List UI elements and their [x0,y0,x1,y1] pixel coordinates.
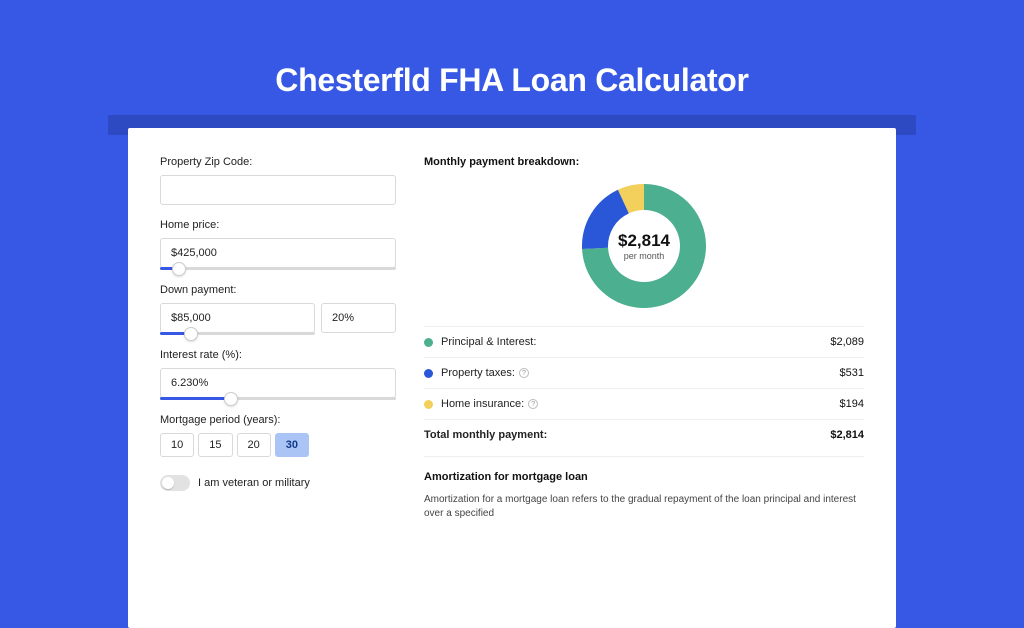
interest-label: Interest rate (%): [160,349,396,361]
down-payment-slider[interactable] [160,332,315,335]
down-payment-input[interactable] [160,303,315,333]
home-price-field: Home price: [160,219,396,270]
breakdown-row: Property taxes: ?$531 [424,357,864,388]
interest-input[interactable] [160,368,396,398]
amortization-text: Amortization for a mortgage loan refers … [424,493,864,521]
down-payment-pct-input[interactable] [321,303,396,333]
period-option-15[interactable]: 15 [198,433,232,457]
breakdown-row: Principal & Interest:$2,089 [424,326,864,357]
breakdown-value: $531 [840,367,864,379]
total-value: $2,814 [830,429,864,441]
period-option-10[interactable]: 10 [160,433,194,457]
breakdown-column: Monthly payment breakdown: $2,814 per mo… [424,156,864,521]
home-price-input[interactable] [160,238,396,268]
breakdown-label: Property taxes: ? [441,367,840,379]
donut-sub: per month [624,251,665,261]
zip-field: Property Zip Code: [160,156,396,205]
legend-dot [424,369,433,378]
period-option-30[interactable]: 30 [275,433,309,457]
veteran-row: I am veteran or military [160,475,396,491]
info-icon[interactable]: ? [519,368,529,378]
period-field: Mortgage period (years): 10152030 [160,414,396,457]
donut-chart: $2,814 per month [582,184,706,308]
amortization-title: Amortization for mortgage loan [424,471,864,483]
total-row: Total monthly payment: $2,814 [424,419,864,450]
breakdown-value: $2,089 [830,336,864,348]
interest-field: Interest rate (%): [160,349,396,400]
donut-center: $2,814 per month [582,184,706,308]
zip-label: Property Zip Code: [160,156,396,168]
legend-dot [424,338,433,347]
down-payment-label: Down payment: [160,284,396,296]
zip-input[interactable] [160,175,396,205]
breakdown-label: Home insurance: ? [441,398,840,410]
veteran-toggle[interactable] [160,475,190,491]
veteran-label: I am veteran or military [198,477,310,489]
home-price-label: Home price: [160,219,396,231]
legend-dot [424,400,433,409]
donut-chart-wrap: $2,814 per month [424,178,864,326]
inputs-column: Property Zip Code: Home price: Down paym… [160,156,396,521]
info-icon[interactable]: ? [528,399,538,409]
home-price-slider[interactable] [160,267,396,270]
period-label: Mortgage period (years): [160,414,396,426]
down-payment-field: Down payment: [160,284,396,335]
total-label: Total monthly payment: [424,429,830,441]
breakdown-title: Monthly payment breakdown: [424,156,864,168]
amortization-block: Amortization for mortgage loan Amortizat… [424,456,864,521]
calculator-card: Property Zip Code: Home price: Down paym… [128,128,896,628]
breakdown-value: $194 [840,398,864,410]
interest-slider[interactable] [160,397,396,400]
page-title: Chesterfld FHA Loan Calculator [0,0,1024,99]
breakdown-label: Principal & Interest: [441,336,830,348]
period-options: 10152030 [160,433,396,457]
donut-amount: $2,814 [618,231,670,251]
breakdown-row: Home insurance: ?$194 [424,388,864,419]
period-option-20[interactable]: 20 [237,433,271,457]
